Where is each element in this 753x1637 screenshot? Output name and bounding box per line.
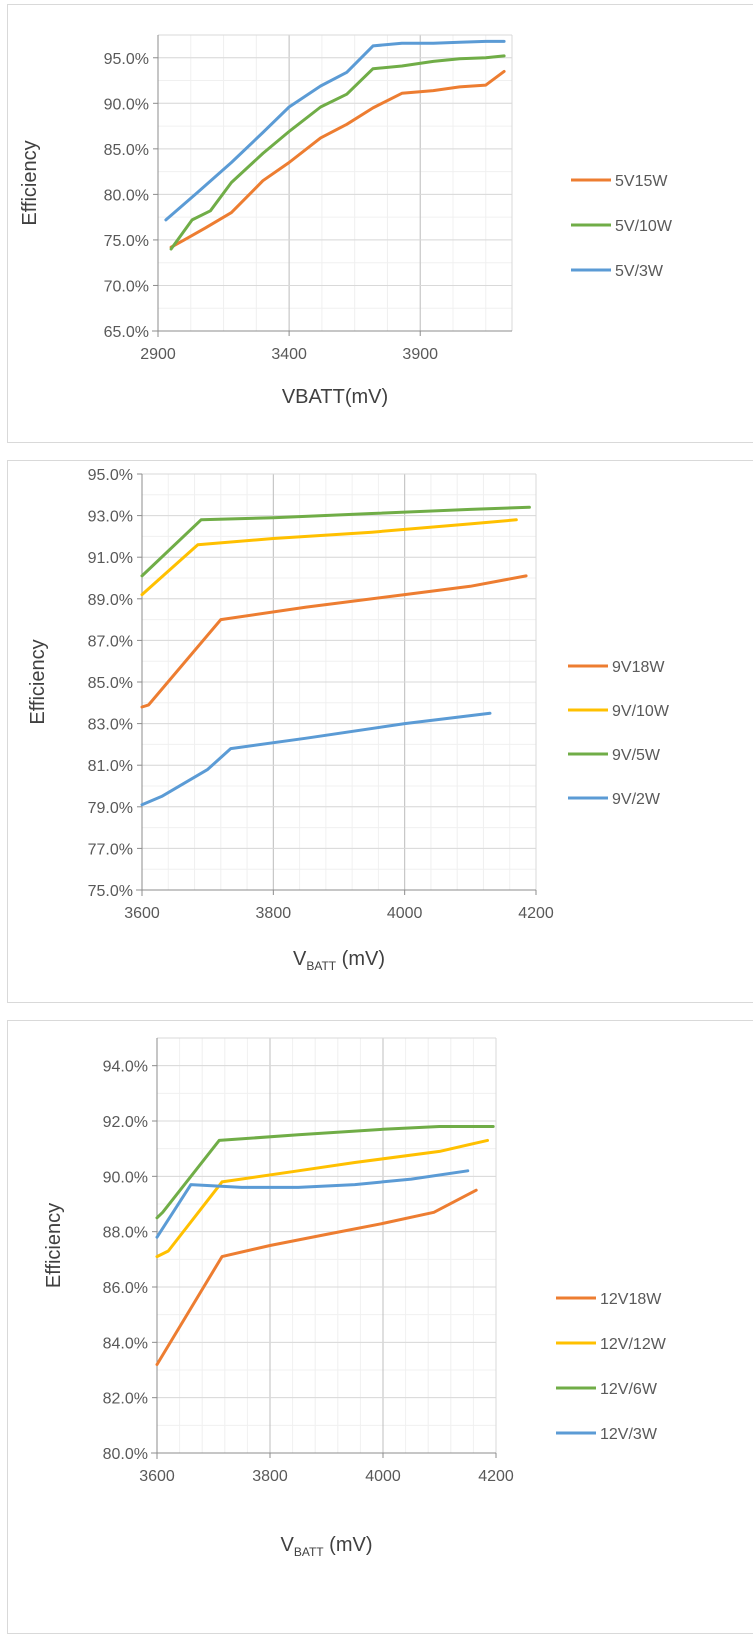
y-tick-label: 85.0% [104, 142, 149, 159]
series-line-12v18w [155, 1188, 478, 1366]
y-tick-label: 95.0% [104, 51, 149, 68]
gridlines [141, 473, 537, 891]
x-axis-title-unit: (mV) [324, 1534, 373, 1556]
y-tick-label: 92.0% [103, 1114, 148, 1131]
gridlines [156, 1037, 497, 1454]
chart-panel-9v: 75.0% 77.0% 79.0% 81.0% 83.0% 85.0% 87.0% 89.0%… [7, 460, 753, 1003]
x-axis-title: VBATT (mV) [280, 1534, 372, 1559]
x-tick-label: 4200 [478, 1468, 514, 1485]
series-line-9v18w [140, 574, 528, 709]
series-line-5v15w [169, 69, 506, 249]
x-axis-title: VBATT (mV) [293, 948, 385, 973]
y-tick-label: 89.0% [88, 592, 133, 609]
y-tick-label: 86.0% [103, 1280, 148, 1297]
series-line-5v-3w [164, 39, 506, 222]
y-tick-label: 80.0% [103, 1446, 148, 1463]
x-tick-label: 3600 [139, 1468, 175, 1485]
legend-label: 9V/2W [612, 791, 661, 808]
y-tick-label: 85.0% [88, 675, 133, 692]
x-axis-title-subscript: BATT [306, 959, 336, 973]
legend-label: 12V/6W [600, 1381, 658, 1398]
y-axis-title: Efficiency [19, 140, 41, 225]
series-line-12v-3w [155, 1169, 470, 1239]
legend-label: 12V/3W [600, 1426, 658, 1443]
y-tick-label: 84.0% [103, 1335, 148, 1352]
x-tick-label: 2900 [140, 346, 176, 363]
x-axis-title-subscript: BATT [294, 1545, 324, 1559]
x-axis-title-main: V [280, 1534, 294, 1556]
chart-panel-12v: 80.0% 82.0% 84.0% 86.0% 88.0% 90.0% 92.0% 94.0%… [7, 1020, 753, 1634]
x-tick-label: 3800 [256, 905, 292, 922]
series-line-5v-10w [169, 54, 506, 251]
y-tick-label: 83.0% [88, 717, 133, 734]
chart-12v-efficiency: 80.0% 82.0% 84.0% 86.0% 88.0% 90.0% 92.0% 94.0%… [43, 1037, 667, 1559]
y-tick-label: 75.0% [88, 883, 133, 900]
y-tick-label: 93.0% [88, 509, 133, 526]
x-axis-title-unit: (mV) [336, 948, 385, 970]
y-tick-label: 88.0% [103, 1225, 148, 1242]
chart-panel-5v: 65.0% 70.0% 75.0% 80.0% 85.0% 90.0% 95.0% 2900 3… [7, 4, 753, 443]
x-tick-label: 3800 [252, 1468, 288, 1485]
x-tick-label: 3900 [402, 346, 438, 363]
y-tick-label: 82.0% [103, 1391, 148, 1408]
y-tick-label: 77.0% [88, 841, 133, 858]
y-tick-label: 90.0% [103, 1169, 148, 1186]
legend-label: 12V18W [600, 1291, 662, 1308]
x-axis-title-main: V [293, 948, 307, 970]
y-tick-label: 81.0% [88, 758, 133, 775]
legend-label: 5V/10W [615, 218, 673, 235]
x-tick-label: 4000 [387, 905, 423, 922]
chart-9v-efficiency: 75.0% 77.0% 79.0% 81.0% 83.0% 85.0% 87.0% 89.0%… [27, 467, 670, 973]
y-tick-label: 80.0% [104, 187, 149, 204]
series-line-9v-5w [140, 505, 531, 578]
y-tick-label: 95.0% [88, 467, 133, 484]
series-line-12v-6w [155, 1125, 495, 1220]
legend-label: 9V/5W [612, 747, 661, 764]
y-tick-label: 91.0% [88, 550, 133, 567]
series-line-9v-10w [140, 518, 518, 597]
x-tick-label: 4200 [518, 905, 554, 922]
y-tick-label: 87.0% [88, 633, 133, 650]
y-tick-label: 94.0% [103, 1059, 148, 1076]
y-axis-title: Efficiency [27, 639, 49, 724]
legend-label: 12V/12W [600, 1336, 667, 1353]
legend-label: 9V18W [612, 659, 665, 676]
chart-5v-efficiency: 65.0% 70.0% 75.0% 80.0% 85.0% 90.0% 95.0% 2900 3… [19, 34, 673, 408]
x-axis-title: VBATT(mV) [282, 386, 388, 408]
y-tick-label: 65.0% [104, 324, 149, 341]
y-tick-label: 79.0% [88, 800, 133, 817]
y-axis-title: Efficiency [43, 1203, 65, 1288]
x-tick-label: 3400 [271, 346, 307, 363]
series-line-12v-12w [155, 1138, 489, 1259]
x-tick-label: 4000 [365, 1468, 401, 1485]
series-line-9v-2w [140, 711, 492, 807]
legend-label: 5V/3W [615, 263, 664, 280]
legend-label: 9V/10W [612, 703, 670, 720]
y-tick-label: 70.0% [104, 278, 149, 295]
x-tick-label: 3600 [124, 905, 160, 922]
legend-label: 5V15W [615, 173, 668, 190]
y-tick-label: 75.0% [104, 233, 149, 250]
y-tick-label: 90.0% [104, 96, 149, 113]
